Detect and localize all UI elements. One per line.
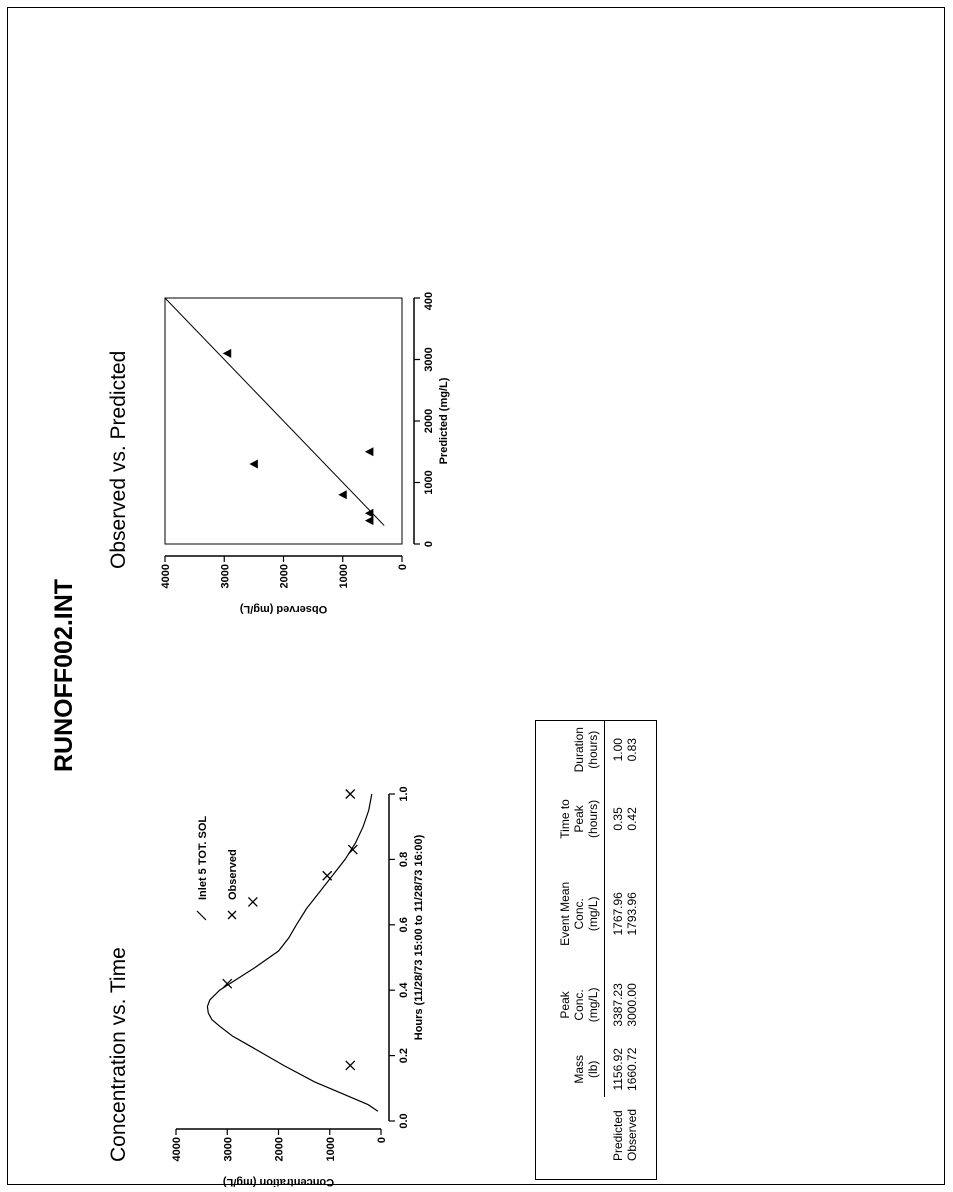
- summary-table-box: Mass (lb) Peak Conc. (mg/L) Event Mean C…: [535, 720, 657, 1180]
- observed-point: [346, 1061, 355, 1070]
- legend-label: Observed: [227, 849, 239, 900]
- col-time-to-peak-header: Time to Peak (hours): [558, 778, 605, 859]
- table-cell: 1156.92: [605, 1042, 626, 1097]
- x-axis-label: Predicted (mg/L): [438, 377, 450, 464]
- x-tick-label: 0.8: [398, 852, 410, 867]
- y-axis-label: Observed (mg/L): [239, 603, 327, 615]
- legend-label: Inlet 5 TOT. SOL: [197, 816, 209, 900]
- y-tick-label: 3000: [219, 564, 231, 588]
- x-tick-label: 4000: [423, 292, 435, 310]
- row-label-header: [558, 1097, 605, 1161]
- x-tick-label: 0.6: [398, 917, 410, 932]
- row-label: Predicted: [605, 1097, 626, 1161]
- col-header-line1: Peak Conc.: [558, 974, 586, 1035]
- col-header-line1: Event Mean Conc.: [558, 865, 586, 962]
- col-peak-conc-header: Peak Conc. (mg/L): [558, 968, 605, 1041]
- triangle-point: [223, 349, 232, 358]
- col-header-line2: (mg/L): [586, 865, 600, 962]
- x-axis-label: Hours (11/28/73 15:00 to 11/28/73 16:00): [413, 834, 425, 1040]
- observed-point: [323, 871, 332, 880]
- col-mass-header: Mass (lb): [558, 1042, 605, 1097]
- y-tick-label: 4000: [171, 1137, 183, 1161]
- x-tick-label: 0.0: [398, 1113, 410, 1128]
- triangle-point: [249, 460, 258, 469]
- col-header-line2: (hours): [586, 784, 600, 853]
- legend-x-marker: [228, 911, 236, 919]
- y-tick-label: 2000: [279, 564, 291, 588]
- x-tick-label: 2000: [423, 409, 435, 433]
- table-row: Observed 1660.72 3000.00 1793.96 0.42 0.…: [625, 721, 639, 1161]
- table-cell: 3000.00: [625, 968, 639, 1041]
- col-header-line2: (hours): [586, 727, 600, 772]
- y-tick-label: 0: [376, 1137, 388, 1143]
- y-tick-label: 1000: [325, 1137, 337, 1161]
- y-tick-label: 3000: [222, 1137, 234, 1161]
- table-cell: 0.83: [625, 721, 639, 778]
- y-tick-label: 4000: [160, 564, 172, 588]
- col-event-mean-conc-header: Event Mean Conc. (mg/L): [558, 859, 605, 968]
- reference-line: [165, 298, 384, 526]
- y-axis-label: Concentration (mg/L): [223, 1176, 335, 1188]
- x-tick-label: 1000: [423, 470, 435, 494]
- col-header-line1: Duration: [572, 727, 586, 772]
- table-cell: 3387.23: [605, 968, 626, 1041]
- table-cell: 1660.72: [625, 1042, 639, 1097]
- table-cell: 1.00: [605, 721, 626, 778]
- table-cell: 1767.96: [605, 859, 626, 968]
- table-row: Predicted 1156.92 3387.23 1767.96 0.35 1…: [605, 721, 626, 1161]
- observed-point: [346, 790, 355, 799]
- triangle-point: [338, 490, 347, 499]
- legend-line-marker: [197, 911, 206, 920]
- col-header-line1: Mass: [572, 1048, 586, 1091]
- triangle-point: [365, 516, 374, 525]
- concentration-vs-time-chart: 0 1000 2000 3000 4000 0.0 0.2 0.4 0.6 0.8 1.0 Hours…: [0, 592, 480, 1192]
- observed-vs-predicted-chart: 0 1000 2000 3000 4000 0 1000 2000 3000 4000 Predic…: [0, 292, 480, 632]
- x-tick-label: 0.2: [398, 1048, 410, 1063]
- y-tick-label: 2000: [274, 1137, 286, 1161]
- y-tick-label: 0: [397, 564, 409, 570]
- col-header-line1: Time to Peak: [558, 784, 586, 853]
- x-tick-label: 3000: [423, 347, 435, 371]
- col-duration-header: Duration (hours): [558, 721, 605, 778]
- row-label: Observed: [625, 1097, 639, 1161]
- x-tick-label: 0.4: [398, 982, 410, 998]
- summary-table: Mass (lb) Peak Conc. (mg/L) Event Mean C…: [558, 721, 639, 1161]
- x-tick-label: 1.0: [398, 786, 410, 801]
- col-header-line2: (lb): [586, 1048, 600, 1091]
- triangle-point: [365, 447, 374, 456]
- table-cell: 0.42: [625, 778, 639, 859]
- y-tick-label: 1000: [338, 564, 350, 588]
- observed-point: [248, 897, 257, 906]
- col-header-line2: (mg/L): [586, 974, 600, 1035]
- x-tick-label: 0: [423, 541, 435, 547]
- table-cell: 1793.96: [625, 859, 639, 968]
- table-cell: 0.35: [605, 778, 626, 859]
